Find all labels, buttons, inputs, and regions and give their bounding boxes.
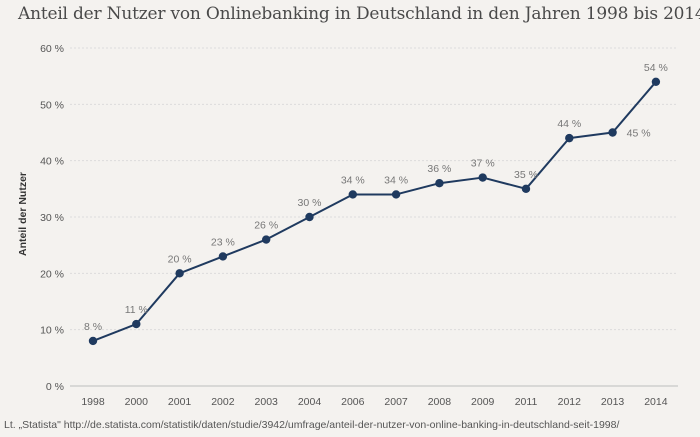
y-tick-label: 40 % — [40, 156, 64, 168]
x-tick-label: 2006 — [341, 396, 365, 408]
data-label: 23 % — [211, 236, 235, 248]
data-label: 36 % — [427, 163, 451, 175]
data-label: 26 % — [254, 220, 278, 232]
data-label: 35 % — [514, 169, 538, 181]
data-label: 34 % — [384, 174, 408, 186]
data-label: 44 % — [557, 118, 581, 130]
data-point — [305, 212, 314, 222]
data-point — [88, 336, 98, 346]
x-tick-label: 2008 — [428, 396, 452, 408]
data-label: 20 % — [168, 253, 192, 265]
y-tick-label: 10 % — [40, 325, 64, 337]
data-label: 54 % — [644, 62, 668, 74]
chart-title: Anteil der Nutzer von Onlinebanking in D… — [18, 4, 700, 24]
x-tick-label: 2003 — [255, 396, 279, 408]
data-label: 30 % — [298, 197, 322, 209]
data-point — [565, 133, 574, 143]
x-tick-label: 2004 — [298, 396, 322, 408]
x-tick-label: 2002 — [211, 396, 235, 408]
y-tick-label: 20 % — [40, 268, 64, 280]
y-tick-label: 30 % — [40, 212, 64, 224]
data-label: 45 % — [627, 128, 651, 140]
x-tick-label: 2001 — [168, 396, 192, 408]
data-point — [521, 184, 531, 194]
x-tick-label: 2011 — [515, 396, 538, 408]
x-tick-label: 2013 — [601, 396, 625, 408]
data-label: 34 % — [341, 174, 365, 186]
x-tick-label: 2014 — [644, 396, 668, 408]
data-point — [262, 235, 271, 244]
y-tick-label: 60 % — [40, 43, 64, 55]
data-point — [132, 319, 141, 329]
x-tick-label: 1998 — [81, 396, 105, 408]
x-tick-label: 2012 — [558, 396, 582, 408]
data-point — [478, 173, 487, 182]
data-label: 8 % — [84, 321, 102, 333]
data-point — [435, 179, 444, 188]
y-axis-label: Anteil der Nutzer — [17, 172, 29, 256]
data-label: 11 % — [125, 304, 148, 316]
x-tick-label: 2007 — [384, 396, 408, 408]
data-point — [651, 77, 661, 87]
data-point — [175, 269, 184, 278]
series-line — [92, 81, 657, 342]
data-label: 37 % — [471, 158, 495, 170]
y-tick-label: 0 % — [46, 381, 64, 393]
data-point — [348, 190, 357, 199]
data-point — [391, 190, 401, 199]
source-note: Lt. „Statista" http://de.statista.com/st… — [4, 419, 620, 431]
x-tick-label: 2009 — [471, 396, 495, 408]
data-point — [608, 128, 617, 137]
data-point — [218, 252, 228, 261]
y-tick-label: 50 % — [40, 99, 64, 111]
x-tick-label: 2000 — [125, 396, 149, 408]
